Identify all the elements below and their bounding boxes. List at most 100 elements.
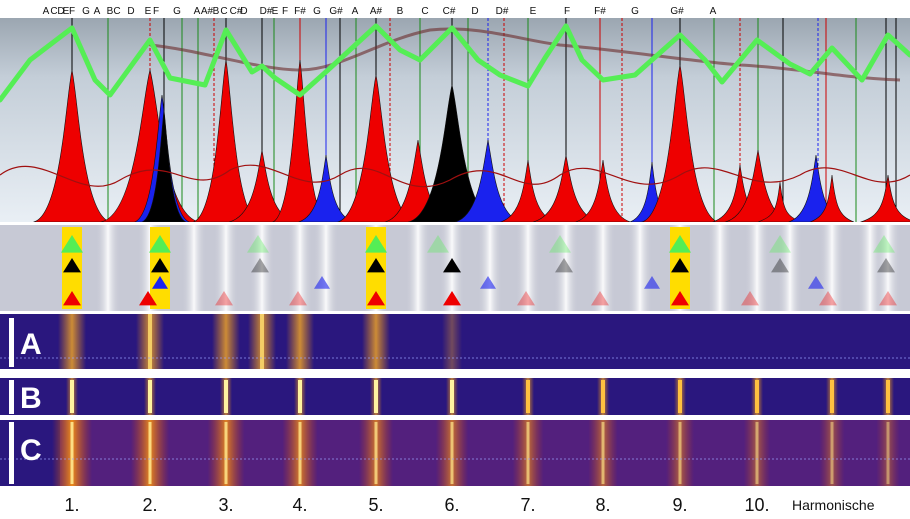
spectral-peak [641, 64, 719, 222]
blue-marker-icon [808, 276, 824, 289]
black-marker-icon [151, 258, 169, 273]
note-label: D [471, 6, 478, 17]
spectrogram-b-line [755, 380, 759, 413]
blue-marker-icon [480, 276, 496, 289]
spectrogram-b-line [526, 380, 530, 413]
spectral-peak [454, 139, 522, 222]
spectrogram-c-line [298, 422, 302, 484]
spectrogram-a-band [212, 314, 240, 369]
harmonic-label: 7. [520, 495, 535, 515]
note-label: A# [370, 6, 383, 17]
marker-glyphs [61, 235, 897, 306]
spectrogram-b-separator [0, 415, 910, 420]
blue-marker-icon [314, 276, 330, 289]
spectrogram-b-line [450, 380, 454, 413]
marker-stripe [591, 225, 615, 311]
note-label: C [220, 6, 227, 17]
red-marker-icon [367, 291, 385, 306]
black-marker-icon [443, 258, 461, 273]
note-label: F [564, 6, 570, 17]
note-label: F [69, 6, 75, 17]
spectrogram-b-line [601, 380, 605, 413]
note-label: F [153, 6, 159, 17]
spectrogram-c-line [450, 422, 454, 484]
green-marker-icon [669, 235, 691, 253]
marker-stripe [478, 225, 502, 311]
strip-b-bar [9, 380, 14, 414]
spectrogram-c-band [876, 420, 900, 486]
spectrogram-c-line [148, 422, 152, 484]
red-marker-icon [819, 291, 837, 306]
black-marker-icon [555, 258, 573, 273]
spectrum-peaks [33, 59, 910, 222]
spectrogram-a-line [260, 314, 264, 369]
harmonic-label: 5. [368, 495, 383, 515]
note-label: A [94, 6, 101, 17]
marker-panel [0, 225, 910, 311]
strip-a-label: A [20, 328, 42, 361]
overtone-trace [149, 27, 901, 82]
green-marker-icon [247, 235, 269, 253]
harmonic-label: 10. [744, 495, 769, 515]
marker-stripe [214, 225, 238, 311]
note-label: D [57, 6, 64, 17]
marker-stripe [314, 225, 338, 311]
spectrogram-c-line [886, 422, 890, 484]
harmonic-label: 2. [142, 495, 157, 515]
spectral-peak [809, 174, 855, 222]
spectrogram-a-band [442, 314, 462, 369]
spectrogram-a-line [148, 314, 152, 369]
marker-stripe [288, 225, 312, 311]
red-marker-icon [741, 291, 759, 306]
red-marker-icon [671, 291, 689, 306]
note-label: D# [260, 6, 273, 17]
spectrogram-b-line [886, 380, 890, 413]
note-label-row: A C DE F G A B C D E F G A A# B C C#D D# E F F# G G# A A# B C C# D D#… [43, 6, 717, 17]
note-label: G [173, 6, 181, 17]
note-label: C# [443, 6, 456, 17]
spectrogram-a-band [58, 314, 86, 369]
spectrogram-a [58, 314, 462, 369]
note-label: A [352, 6, 359, 17]
green-marker-icon [873, 235, 895, 253]
spectrogram-b-line [224, 380, 228, 413]
spectral-peak [141, 109, 187, 222]
note-label: E [63, 6, 70, 17]
marker-stripe [708, 225, 732, 311]
harmonic-label: 8. [595, 495, 610, 515]
spectrogram-b-line [374, 380, 378, 413]
green-marker-icon [61, 235, 83, 253]
red-marker-icon [139, 291, 157, 306]
red-marker-icon [289, 291, 307, 306]
strip-a-bar [9, 318, 14, 367]
spectrogram-c-line [755, 422, 759, 484]
harmonic-label: 4. [292, 495, 307, 515]
spectrogram-c-wash [60, 420, 910, 486]
marker-stripe [554, 225, 578, 311]
note-label: C [113, 6, 120, 17]
note-label: B [397, 6, 404, 17]
spectrogram-c-line [526, 422, 530, 484]
spectrogram-c-line [224, 422, 228, 484]
green-marker-icon [149, 235, 171, 253]
red-marker-icon [591, 291, 609, 306]
black-marker-icon [367, 258, 385, 273]
spectrogram-a-separator [0, 369, 910, 378]
marker-stripe [876, 225, 900, 311]
spectral-peak [337, 74, 415, 222]
spectrogram-b-line [70, 380, 74, 413]
spectrogram-c-line [374, 422, 378, 484]
black-marker-icon [671, 258, 689, 273]
blue-marker-icon [644, 276, 660, 289]
spectral-peak [575, 159, 631, 222]
strip-b-label: B [20, 382, 42, 415]
strip-c-label: C [20, 434, 42, 467]
note-label: G [82, 6, 90, 17]
spectrogram-a-band [362, 314, 390, 369]
partial-curve [0, 164, 910, 188]
marker-stripe [516, 225, 540, 311]
note-label: D [127, 6, 134, 17]
harmonic-label: 6. [444, 495, 459, 515]
note-label: G# [670, 6, 684, 17]
note-label: A# [201, 6, 214, 17]
